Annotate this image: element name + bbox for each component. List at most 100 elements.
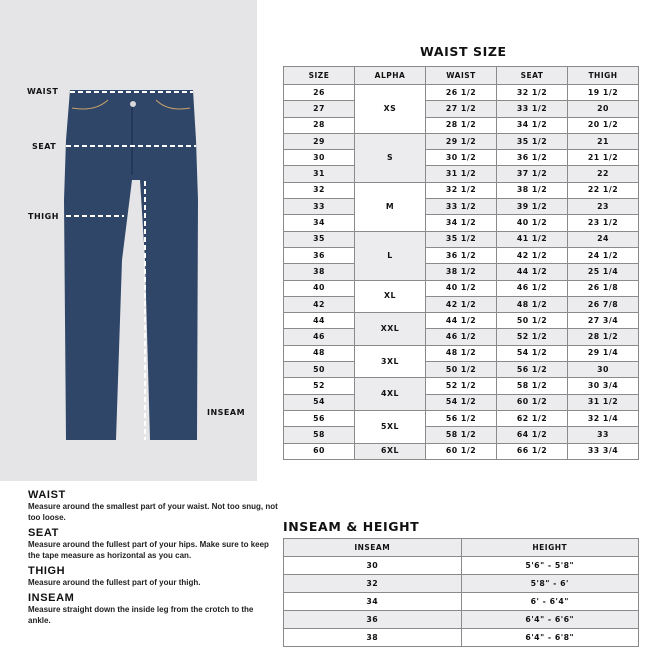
size-cell: 32	[283, 181, 355, 200]
table-row: 48 3XL 48 1/2 54 1/2 29 1/4	[283, 344, 639, 379]
instruction-heading: SEAT	[28, 527, 59, 539]
table-row: 38 6'4" - 6'8"	[283, 628, 639, 647]
thigh-cell: 28 1/2	[567, 328, 639, 346]
waist-cell: 31 1/2	[425, 165, 497, 183]
alpha-cell: XS	[354, 84, 426, 134]
alpha-cell: 6XL	[354, 442, 426, 460]
inseam-cell: 36	[283, 610, 462, 629]
seat-cell: 36 1/2	[496, 149, 568, 167]
size-cell: 56	[283, 409, 355, 428]
alpha-cell: 3XL	[354, 344, 426, 379]
thigh-cell: 20	[567, 100, 639, 118]
thigh-cell: 26 1/8	[567, 279, 639, 297]
thigh-cell: 22 1/2	[567, 181, 639, 200]
waist-cell: 36 1/2	[425, 246, 497, 265]
waist-cell: 34 1/2	[425, 214, 497, 232]
instruction-seat: SEAT Measure around the fullest part of y…	[28, 527, 278, 561]
size-cell: 36	[283, 246, 355, 265]
seat-cell: 60 1/2	[496, 393, 568, 411]
waist-cell: 44 1/2	[425, 312, 497, 330]
seat-cell: 42 1/2	[496, 246, 568, 265]
seat-cell: 38 1/2	[496, 181, 568, 200]
height-cell: 5'6" - 5'8"	[460, 556, 639, 575]
table-row: 26 XS 26 1/2 32 1/2 19 1/2	[283, 83, 639, 134]
seat-cell: 50 1/2	[496, 312, 568, 330]
size-cell: 27	[283, 100, 355, 118]
thigh-cell: 23 1/2	[567, 214, 639, 232]
instruction-heading: INSEAM	[28, 592, 75, 604]
size-cell: 34	[283, 214, 355, 232]
alpha-cell: XL	[354, 279, 426, 314]
height-cell: 5'8" - 6'	[460, 574, 639, 593]
thigh-cell: 22	[567, 165, 639, 183]
instruction-heading: WAIST	[28, 489, 66, 501]
size-cell: 44	[283, 312, 355, 330]
thigh-cell: 29 1/4	[567, 344, 639, 363]
inseam-cell: 38	[283, 628, 462, 647]
alpha-cell: 5XL	[354, 409, 426, 444]
size-cell: 28	[283, 116, 355, 134]
waist-cell: 33 1/2	[425, 198, 497, 216]
seat-cell: 40 1/2	[496, 214, 568, 232]
table-row: 58 58 1/2 64 1/2 33	[283, 426, 639, 444]
size-cell: 58	[283, 426, 355, 444]
seat-cell: 32 1/2	[496, 83, 568, 102]
inseam-label: INSEAM	[207, 408, 246, 417]
height-cell: 6' - 6'4"	[460, 592, 639, 611]
instruction-text: Measure straight down the inside leg fro…	[28, 605, 254, 625]
size-cell: 38	[283, 263, 355, 281]
instruction-text: Measure around the fullest part of your …	[28, 578, 201, 587]
thigh-cell: 30 3/4	[567, 377, 639, 395]
alpha-cell: 4XL	[354, 377, 426, 411]
waist-cell: 38 1/2	[425, 263, 497, 281]
size-cell: 29	[283, 132, 355, 151]
waist-cell: 58 1/2	[425, 426, 497, 444]
height-cell: 6'4" - 6'6"	[460, 610, 639, 629]
seat-cell: 33 1/2	[496, 100, 568, 118]
seat-cell: 54 1/2	[496, 344, 568, 363]
column-header: THIGH	[567, 66, 639, 85]
waist-size-table: SIZE ALPHA WAIST SEAT THIGH 26 XS 26 1/2 32 1/2…	[283, 66, 639, 460]
waist-cell: 28 1/2	[425, 116, 497, 134]
inseam-cell: 34	[283, 592, 462, 611]
instructions: WAIST Measure around the smallest part of…	[28, 489, 278, 626]
seat-cell: 41 1/2	[496, 230, 568, 248]
inseam-height-title: INSEAM & HEIGHT	[283, 519, 420, 534]
waist-cell: 56 1/2	[425, 409, 497, 428]
thigh-cell: 20 1/2	[567, 116, 639, 134]
table-row: 50 50 1/2 56 1/2 30	[283, 361, 639, 379]
table-row: 29 S 29 1/2 35 1/2 21	[283, 132, 639, 183]
thigh-cell: 32 1/4	[567, 409, 639, 428]
size-cell: 50	[283, 361, 355, 379]
waist-size-title: WAIST SIZE	[420, 44, 507, 59]
table-row: 34 6' - 6'4"	[283, 592, 639, 611]
inseam-cell: 32	[283, 574, 462, 593]
seat-cell: 48 1/2	[496, 295, 568, 314]
size-cell: 35	[283, 230, 355, 248]
column-header: INSEAM	[283, 538, 462, 557]
thigh-cell: 21	[567, 132, 639, 151]
size-cell: 31	[283, 165, 355, 183]
thigh-cell: 25 1/4	[567, 263, 639, 281]
instruction-thigh: THIGH Measure around the fullest part of …	[28, 565, 278, 588]
table-row: 38 38 1/2 44 1/2 25 1/4	[283, 263, 639, 281]
seat-cell: 37 1/2	[496, 165, 568, 183]
waist-cell: 42 1/2	[425, 295, 497, 314]
thigh-cell: 27 3/4	[567, 312, 639, 330]
seat-cell: 56 1/2	[496, 361, 568, 379]
table-row: 42 42 1/2 48 1/2 26 7/8	[283, 295, 639, 314]
alpha-cell: XXL	[354, 312, 426, 346]
waist-cell: 40 1/2	[425, 279, 497, 297]
table-row: 36 6'4" - 6'6"	[283, 610, 639, 629]
table-row: 27 27 1/2 33 1/2 20	[283, 100, 639, 118]
table-row: 28 28 1/2 34 1/2 20 1/2	[283, 116, 639, 134]
waist-cell: 48 1/2	[425, 344, 497, 363]
thigh-cell: 23	[567, 198, 639, 216]
table-row: 36 36 1/2 42 1/2 24 1/2	[283, 246, 639, 265]
column-header: HEIGHT	[460, 538, 639, 557]
seat-cell: 34 1/2	[496, 116, 568, 134]
instruction-heading: THIGH	[28, 565, 66, 577]
instruction-text: Measure around the smallest part of your…	[28, 502, 278, 522]
waist-cell: 50 1/2	[425, 361, 497, 379]
waist-cell: 60 1/2	[425, 442, 497, 460]
